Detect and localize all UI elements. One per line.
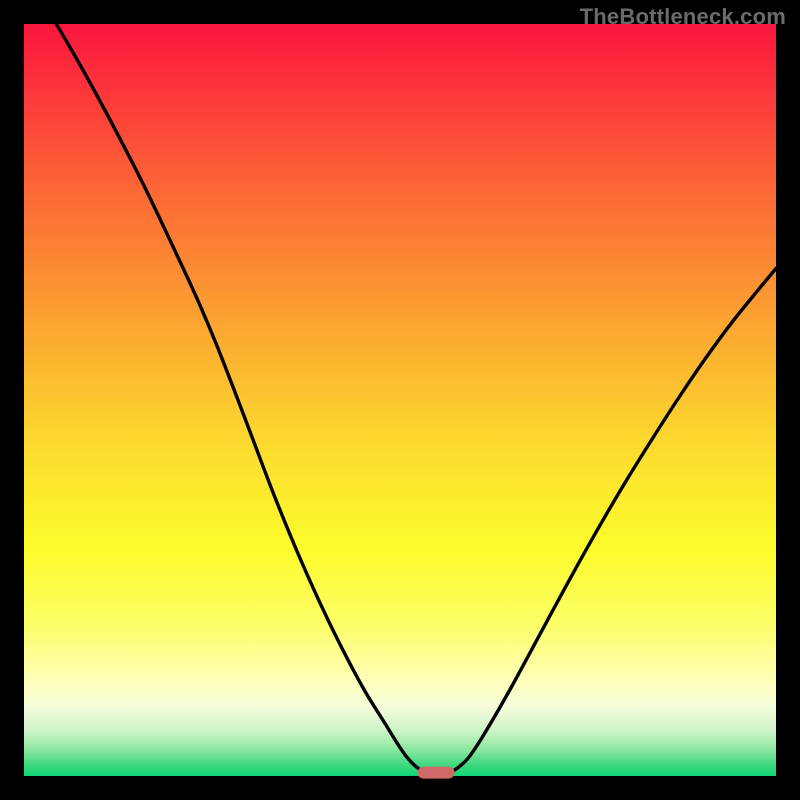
curve-layer [0,0,800,800]
minimum-marker [418,767,455,779]
bottleneck-curve [56,24,776,773]
watermark-text: TheBottleneck.com [580,4,786,30]
chart-frame: TheBottleneck.com [0,0,800,800]
